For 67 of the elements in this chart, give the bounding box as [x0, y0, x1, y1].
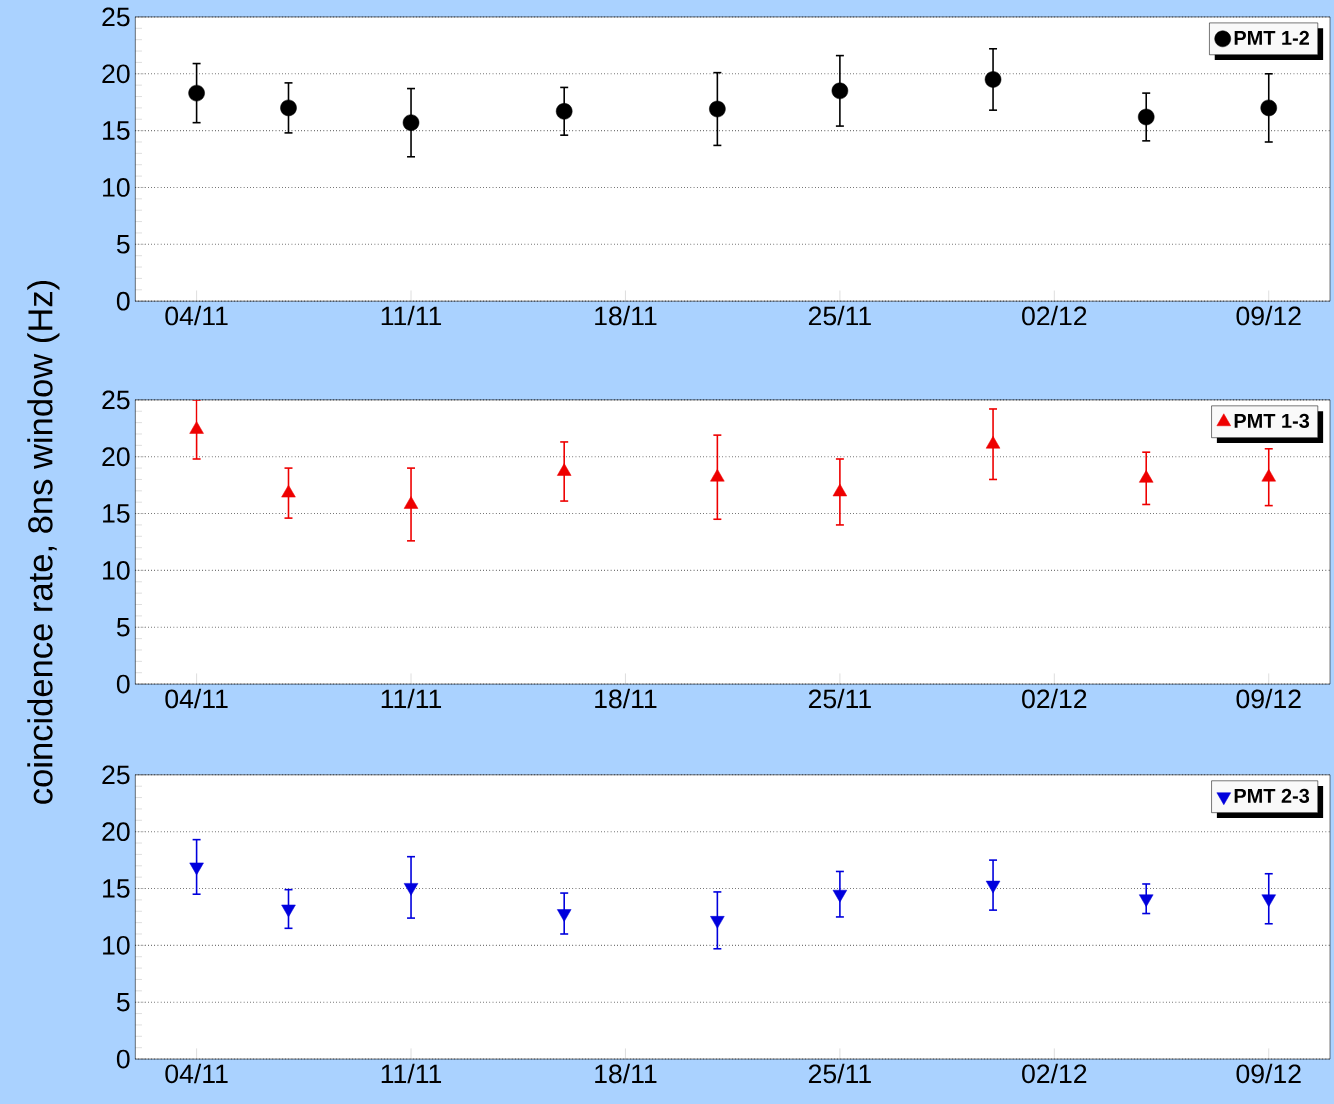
y-tick-label: 25 [102, 765, 130, 785]
point [402, 114, 420, 131]
y-tick-label: 5 [116, 618, 130, 637]
x-tick-label: 02/12 [1022, 1063, 1087, 1084]
y-tick-label: 15 [103, 504, 130, 523]
y-tick-label: 10 [103, 178, 130, 197]
x-tick-label: 18/11 [595, 305, 657, 326]
point [557, 909, 572, 922]
y-tick-label: 10 [103, 935, 130, 955]
y-tick-label: 25 [102, 7, 130, 27]
point [1261, 894, 1276, 908]
point [985, 436, 1001, 449]
y-tick-label: 20 [102, 822, 130, 842]
point [1139, 470, 1154, 483]
legend-label: PMT 1-2 [1234, 30, 1309, 45]
point [555, 103, 573, 120]
x-tick-label: 11/11 [381, 688, 442, 709]
point [832, 889, 848, 903]
point [189, 421, 204, 434]
y-tick-label: 25 [102, 390, 130, 410]
point [403, 883, 419, 896]
x-tick-label: 02/12 [1022, 688, 1087, 709]
point [1137, 108, 1155, 126]
point [280, 99, 297, 117]
point [1261, 468, 1276, 482]
x-tick-label: 09/12 [1236, 688, 1301, 709]
x-tick-label: 25/11 [808, 1063, 871, 1084]
x-tick-label: 11/11 [381, 1063, 442, 1084]
y-tick-label: 15 [103, 879, 130, 898]
x-tick-label: 25/11 [808, 688, 871, 709]
x-tick-label: 02/12 [1022, 305, 1087, 326]
point [188, 84, 205, 102]
point [985, 880, 1001, 894]
point [984, 71, 1002, 88]
point [281, 904, 296, 918]
x-tick-label: 09/12 [1236, 305, 1301, 326]
y-tick-label: 0 [116, 1049, 130, 1069]
x-tick-label: 18/11 [595, 688, 657, 709]
point [1260, 99, 1277, 117]
point [710, 468, 725, 482]
y-tick-label: 20 [102, 447, 130, 467]
y-tick-label: 5 [116, 235, 130, 254]
x-tick-label: 25/11 [808, 305, 871, 326]
point [709, 100, 726, 118]
point [832, 483, 848, 497]
x-tick-label: 18/11 [595, 1063, 657, 1084]
point [403, 496, 419, 509]
legend-label: PMT 1-3 [1234, 413, 1310, 428]
legend-label: PMT 2-3 [1234, 788, 1310, 803]
point [281, 484, 296, 498]
y-tick-label: 10 [103, 561, 130, 580]
x-tick-label: 04/11 [165, 688, 228, 709]
y-tick-label: 0 [116, 674, 130, 694]
point [189, 862, 204, 876]
point [557, 463, 572, 476]
x-tick-label: 09/12 [1236, 1063, 1301, 1084]
y-tick-label: 15 [103, 121, 130, 140]
y-tick-label: 5 [116, 992, 130, 1012]
x-tick-label: 04/11 [165, 305, 228, 326]
x-tick-label: 11/11 [381, 305, 442, 326]
point [831, 82, 849, 100]
x-tick-label: 04/11 [165, 1063, 228, 1084]
y-tick-label: 20 [102, 64, 130, 84]
y-tick-label: 0 [116, 291, 130, 311]
y-axis-title: coincidence rate, 8ns window (Hz) [27, 281, 60, 804]
point [710, 916, 725, 929]
point [1139, 894, 1154, 908]
